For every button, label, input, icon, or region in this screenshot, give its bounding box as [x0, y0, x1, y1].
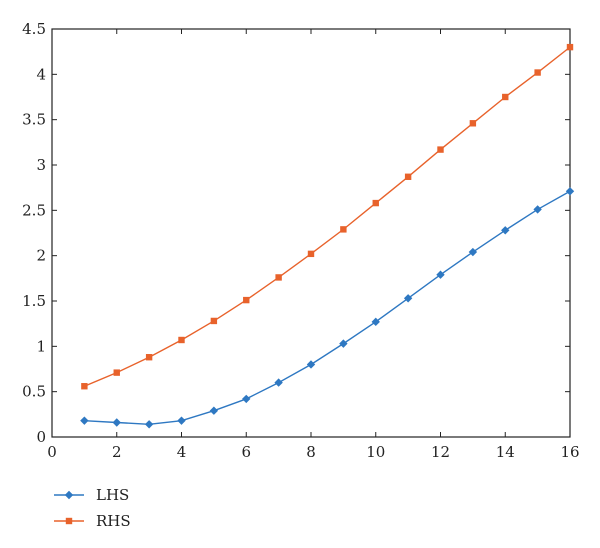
series-rhs	[81, 43, 574, 390]
data-point-rhs	[404, 173, 412, 180]
data-point-rhs	[437, 146, 444, 153]
series-line-rhs	[84, 46, 571, 387]
data-point-lhs	[177, 416, 186, 425]
data-point-lhs	[565, 187, 575, 196]
legend-marker	[65, 517, 73, 525]
y-tick-label: 0.5	[22, 383, 46, 401]
data-point-rhs	[469, 120, 477, 127]
y-tick-label: 1.5	[22, 292, 46, 310]
data-point-rhs	[145, 354, 153, 361]
data-point-lhs	[436, 270, 445, 279]
data-point-lhs	[501, 226, 510, 235]
data-point-rhs	[81, 383, 88, 390]
legend-label: LHS	[96, 486, 129, 504]
data-point-rhs	[502, 93, 509, 101]
data-point-lhs	[80, 416, 89, 425]
data-point-rhs	[534, 69, 541, 76]
data-point-lhs	[274, 378, 283, 387]
x-tick-label: 2	[112, 443, 122, 461]
data-point-lhs	[209, 406, 219, 415]
x-tick-label: 10	[366, 443, 385, 461]
y-tick-label: 3.5	[22, 111, 46, 129]
data-point-lhs	[403, 294, 413, 303]
x-tick-label: 0	[47, 443, 57, 461]
legend-item-lhs: LHS	[54, 486, 129, 504]
x-tick-label: 12	[431, 443, 450, 461]
data-point-rhs	[113, 369, 120, 376]
data-point-lhs	[144, 420, 154, 429]
legend-label: RHS	[96, 512, 131, 530]
x-tick-label: 16	[560, 443, 579, 461]
data-point-rhs	[210, 317, 218, 325]
legend-item-rhs: RHS	[54, 512, 131, 530]
data-point-lhs	[306, 360, 316, 369]
data-point-rhs	[307, 250, 315, 258]
data-point-lhs	[339, 339, 348, 348]
data-point-rhs	[275, 274, 282, 281]
y-tick-label: 2	[36, 247, 46, 265]
data-point-lhs	[371, 317, 380, 327]
plot-frame	[51, 28, 571, 438]
x-tick-label: 4	[177, 443, 187, 461]
data-point-lhs	[112, 418, 121, 427]
data-point-rhs	[566, 43, 574, 51]
y-tick-label: 4.5	[22, 20, 46, 38]
series-lhs	[80, 187, 575, 429]
data-point-rhs	[340, 226, 347, 233]
y-tick-label: 0	[36, 428, 46, 446]
data-point-lhs	[468, 247, 478, 257]
data-point-lhs	[533, 205, 542, 214]
series-line-lhs	[84, 190, 571, 426]
x-tick-label: 14	[496, 443, 515, 461]
y-tick-label: 4	[36, 65, 46, 83]
x-tick-label: 8	[306, 443, 316, 461]
data-point-rhs	[243, 296, 250, 304]
x-tick-label: 6	[241, 443, 251, 461]
data-point-lhs	[242, 394, 251, 404]
y-tick-label: 2.5	[22, 201, 46, 219]
data-point-rhs	[372, 199, 379, 207]
y-tick-label: 1	[36, 337, 46, 355]
data-point-rhs	[178, 336, 185, 344]
legend-marker	[64, 490, 74, 500]
y-tick-label: 3	[36, 156, 46, 174]
